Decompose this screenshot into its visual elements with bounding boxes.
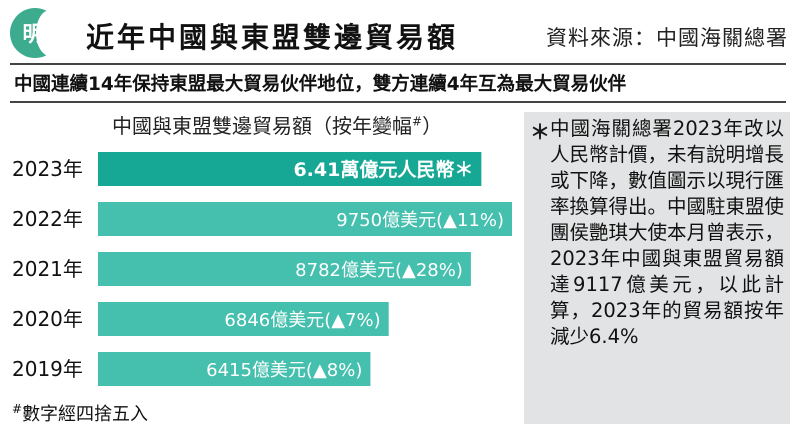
bar-2023年 — [98, 152, 482, 186]
category-label: 2020年 — [12, 307, 83, 331]
category-label: 2022年 — [12, 207, 83, 231]
chart-title: 中國與東盟雙邊貿易額（按年變幅#） — [112, 110, 442, 139]
bar-2019年 — [98, 352, 371, 386]
chart-title-text: 中國與東盟雙邊貿易額（按年變幅 — [112, 114, 412, 138]
header-divider-top — [10, 63, 786, 65]
category-label: 2019年 — [12, 357, 83, 381]
logo-crescent — [36, 10, 64, 56]
data-label: 6.41萬億元人民幣＊ — [293, 158, 473, 181]
bar-2020年 — [98, 302, 389, 336]
data-label: 8782億美元(▲28%) — [295, 260, 463, 281]
chart-title-mark: # — [412, 114, 423, 129]
side-note-box: ＊ 中國海關總署2023年改以人民幣計價，未有說明增長或下降，數值圖示以現行匯率… — [524, 112, 790, 424]
rounding-footnote: #數字經四捨五入 — [12, 400, 148, 426]
side-note-star: ＊ — [530, 120, 550, 144]
header-divider-bottom — [10, 101, 786, 103]
newspaper-logo: 明 — [10, 8, 64, 58]
bar-2022年 — [98, 202, 512, 236]
footnote-text: 數字經四捨五入 — [22, 404, 149, 425]
category-label: 2021年 — [12, 257, 83, 281]
data-label: 6415億美元(▲8%) — [206, 360, 362, 381]
data-label: 6846億美元(▲7%) — [224, 310, 380, 331]
category-label: 2023年 — [12, 157, 83, 181]
bar-2021年 — [98, 252, 471, 286]
source-credit: 資料來源：中國海關總署 — [546, 26, 788, 50]
footnote-mark: # — [12, 402, 23, 416]
side-note-text: 中國海關總署2023年改以人民幣計價，未有說明增長或下降，數值圖示以現行匯率換算… — [550, 117, 785, 348]
chart-title-close: ） — [422, 114, 443, 138]
subtitle: 中國連續14年保持東盟最大貿易伙伴地位，雙方連續4年互為最大貿易伙伴 — [14, 74, 627, 95]
trade-bar-chart: 2023年 6.41萬億元人民幣＊ 2022年 9750億美元(▲11%) 2021年 8… — [12, 152, 512, 386]
page-title: 近年中國與東盟雙邊貿易額 — [86, 21, 459, 54]
logo-glyph: 明 — [22, 21, 44, 46]
data-label: 9750億美元(▲11%) — [336, 210, 504, 231]
